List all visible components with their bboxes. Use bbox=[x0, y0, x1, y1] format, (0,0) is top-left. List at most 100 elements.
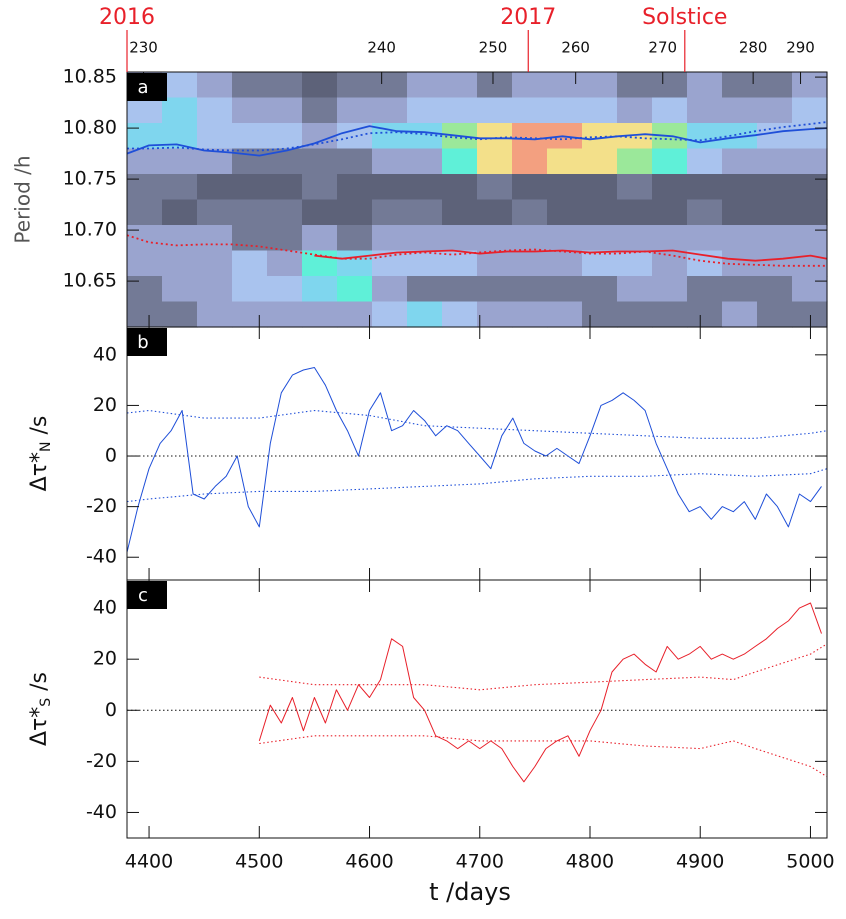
heat-cell bbox=[442, 148, 478, 175]
heat-cell bbox=[792, 276, 828, 303]
heat-cell bbox=[337, 301, 373, 328]
series-line bbox=[126, 468, 828, 503]
heat-cell bbox=[512, 174, 548, 201]
heat-cell bbox=[652, 148, 688, 175]
panel-frame bbox=[126, 579, 828, 839]
heat-cell bbox=[757, 250, 793, 277]
heat-cell bbox=[302, 301, 338, 328]
series-line bbox=[126, 367, 822, 553]
heat-cell bbox=[792, 301, 828, 328]
x-tick-label: 4900 bbox=[676, 851, 724, 873]
heat-cell bbox=[232, 97, 268, 124]
heat-cell bbox=[757, 72, 793, 99]
heat-cell bbox=[687, 97, 723, 124]
x-tick-label: 4500 bbox=[235, 851, 283, 873]
heat-cell bbox=[302, 174, 338, 201]
heat-cell bbox=[302, 72, 338, 99]
heat-cell bbox=[232, 199, 268, 226]
heat-cell bbox=[512, 72, 548, 99]
heat-cell bbox=[127, 174, 163, 201]
y-tick-label: 20 bbox=[93, 394, 117, 416]
heat-cell bbox=[617, 97, 653, 124]
heat-cell bbox=[792, 123, 828, 150]
heat-cell bbox=[792, 97, 828, 124]
heat-cell bbox=[442, 72, 478, 99]
heat-cell bbox=[722, 174, 758, 201]
heat-cell bbox=[477, 72, 513, 99]
y-tick-label: 10.80 bbox=[63, 117, 117, 139]
heat-cell bbox=[652, 225, 688, 252]
heat-cell bbox=[372, 276, 408, 303]
series-line bbox=[259, 643, 828, 691]
heat-cell bbox=[127, 97, 163, 124]
panel-tag: b bbox=[137, 332, 148, 353]
y-axis-label-subscript: S bbox=[38, 698, 54, 707]
heat-cell bbox=[197, 72, 233, 99]
heat-cell bbox=[757, 148, 793, 175]
heat-cell bbox=[267, 72, 303, 99]
heat-cell bbox=[582, 250, 618, 277]
heat-cell bbox=[372, 199, 408, 226]
y-tick-label: -20 bbox=[86, 750, 117, 772]
y-tick-label: -20 bbox=[86, 495, 117, 517]
heat-cell bbox=[582, 97, 618, 124]
heat-cell bbox=[372, 174, 408, 201]
heat-cell bbox=[617, 225, 653, 252]
panel-tag-box bbox=[127, 581, 167, 609]
series-line bbox=[314, 249, 828, 262]
series-line bbox=[126, 125, 828, 157]
heat-cell bbox=[197, 123, 233, 150]
heat-cell bbox=[512, 199, 548, 226]
y-axis-label: Δτ*S /s bbox=[27, 672, 54, 746]
panel-tag: a bbox=[137, 77, 148, 98]
heat-cell bbox=[722, 148, 758, 175]
heat-cell bbox=[337, 97, 373, 124]
heat-cell bbox=[127, 301, 163, 328]
heat-cell bbox=[232, 276, 268, 303]
heat-cell bbox=[687, 199, 723, 226]
heat-cell bbox=[582, 276, 618, 303]
heat-cell bbox=[722, 199, 758, 226]
heat-cell bbox=[337, 148, 373, 175]
y-axis-label-subscript: N bbox=[38, 442, 54, 452]
heat-cell bbox=[512, 123, 548, 150]
heat-cell bbox=[722, 72, 758, 99]
heat-cell bbox=[757, 301, 793, 328]
heat-cell bbox=[687, 225, 723, 252]
heat-cell bbox=[652, 72, 688, 99]
heat-cell bbox=[162, 72, 198, 99]
heat-cell bbox=[792, 72, 828, 99]
heat-cell bbox=[477, 301, 513, 328]
heat-cell bbox=[617, 199, 653, 226]
heat-cell bbox=[512, 97, 548, 124]
heat-cell bbox=[757, 199, 793, 226]
marker-label: Solstice bbox=[642, 5, 727, 30]
heat-cell bbox=[757, 174, 793, 201]
y-axis-label-unit: /s bbox=[27, 672, 52, 698]
heat-cell bbox=[757, 276, 793, 303]
heat-cell bbox=[617, 174, 653, 201]
heat-cell bbox=[687, 72, 723, 99]
heat-cell bbox=[652, 174, 688, 201]
x2-tick-label: 230 bbox=[129, 39, 158, 57]
panel-tag-box bbox=[127, 73, 167, 101]
heat-cell bbox=[687, 276, 723, 303]
heat-cell bbox=[232, 123, 268, 150]
heat-cell bbox=[757, 123, 793, 150]
heat-cell bbox=[477, 225, 513, 252]
x-tick-label: 4700 bbox=[456, 851, 504, 873]
heat-cell bbox=[547, 301, 583, 328]
heat-cell bbox=[792, 148, 828, 175]
heat-cell bbox=[162, 97, 198, 124]
heat-cell bbox=[652, 276, 688, 303]
heat-cell bbox=[302, 250, 338, 277]
heat-cell bbox=[757, 225, 793, 252]
series-line bbox=[258, 602, 822, 783]
heat-cell bbox=[722, 301, 758, 328]
heat-cell bbox=[582, 72, 618, 99]
heat-cell bbox=[722, 97, 758, 124]
heat-cell bbox=[582, 174, 618, 201]
heat-cell bbox=[442, 199, 478, 226]
y-tick-label: 40 bbox=[93, 597, 117, 619]
